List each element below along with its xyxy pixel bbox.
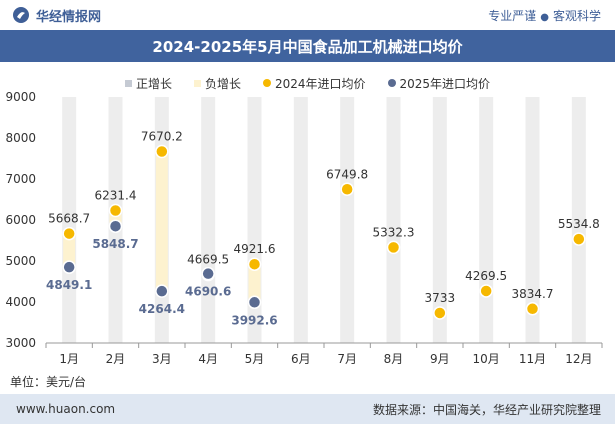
legend-swatch-positive [124,79,132,87]
data-label-2025: 5848.7 [92,237,138,251]
site-url: www.huaon.com [16,402,116,416]
unit-label: 单位：美元/台 [10,375,87,389]
data-source: 数据来源：中国海关，华经产业研究院整理 [372,402,601,417]
x-tick-label: 2月 [106,352,126,366]
data-label-2024: 5332.3 [373,225,415,239]
data-label-2024: 3733 [425,291,456,305]
legend-label-2025: 2025年进口均价 [399,76,491,91]
legend-swatch-2024 [262,79,271,87]
y-tick-label: 7000 [5,172,36,186]
data-label-2024: 4669.5 [187,253,229,267]
data-label-2025: 4690.6 [185,285,231,299]
point-2024 [155,144,169,159]
x-tick-label: 8月 [384,352,404,366]
column-band [571,97,586,343]
y-tick-label: 5000 [5,254,36,268]
point-2024 [572,232,586,246]
point-2024 [340,182,354,197]
data-label-2024: 3834.7 [512,287,554,301]
point-2024 [386,240,401,255]
y-tick-label: 6000 [5,213,36,227]
negative-growth-bar [248,264,261,303]
point-2024 [62,226,76,241]
column-band [386,97,401,343]
legend-swatch-negative [193,79,201,87]
point-2024 [479,284,493,298]
footer-bar: www.huaon.com 数据来源：中国海关，华经产业研究院整理 [0,394,615,424]
column-band [525,97,540,343]
header-bar: 华经情报网 专业严谨 ● 客观科学 [0,0,615,30]
legend-label-positive: 正增长 [135,76,172,91]
x-tick-label: 1月 [59,352,79,366]
point-2025 [62,260,76,274]
x-tick-label: 6月 [291,352,311,366]
legend-item-positive: 正增长 [124,75,172,92]
y-tick-label: 3000 [5,336,36,350]
legend-item-2025: 2025年进口均价 [387,75,491,92]
data-label-2025: 3992.6 [231,313,277,327]
x-tick-label: 4月 [198,352,218,366]
point-2025 [155,284,169,298]
data-label-2024: 7670.2 [141,130,183,144]
column-band [432,97,447,343]
data-label-2025: 4849.1 [46,278,92,292]
legend-swatch-2025 [387,79,396,87]
title-bar: 2024-2025年5月中国食品加工机械进口均价 [0,30,615,62]
x-tick-label: 10月 [473,352,500,366]
negative-growth-bar [63,233,76,268]
point-2024 [433,306,447,320]
point-2025 [247,295,262,310]
x-tick-label: 12月 [565,352,592,366]
legend-item-negative: 负增长 [193,75,241,92]
column-band [479,97,494,343]
data-label-2024: 4921.6 [234,242,276,256]
x-tick-label: 9月 [430,352,450,366]
point-2025 [108,219,123,233]
x-tick-label: 7月 [337,352,357,366]
column-band [340,97,355,343]
logo-icon [13,7,29,23]
point-2025 [201,266,215,281]
point-2024 [525,302,540,316]
x-tick-label: 3月 [152,352,172,366]
legend-label-2024: 2024年进口均价 [274,76,366,91]
legend: 正增长 负增长 2024年进口均价 2025年进口均价 [0,72,615,94]
column-band [201,97,216,343]
data-label-2024: 6231.4 [95,189,137,203]
brand: 华经情报网 [12,6,101,25]
x-tick-label: 5月 [245,352,265,366]
column-band [293,97,308,343]
data-label-2024: 4269.5 [465,269,507,283]
y-tick-label: 8000 [5,131,36,145]
legend-item-2024: 2024年进口均价 [262,75,366,92]
negative-growth-bar [155,151,168,292]
tagline-separator: ● [540,11,549,23]
column-band [62,97,77,343]
x-tick-label: 11月 [519,352,546,366]
brand-name: 华经情报网 [36,9,102,25]
point-2024 [108,203,123,218]
data-label-2024: 5668.7 [48,212,90,226]
data-label-2024: 6749.8 [326,167,368,181]
point-2024 [247,257,262,271]
tagline: 专业严谨 ● 客观科学 [488,7,601,24]
data-label-2025: 4264.4 [139,302,185,316]
chart-title: 2024-2025年5月中国食品加工机械进口均价 [152,37,463,56]
tagline-right: 客观科学 [552,8,601,23]
tagline-left: 专业严谨 [488,8,537,23]
y-tick-label: 4000 [5,295,36,309]
data-label-2024: 5534.8 [558,217,600,231]
legend-label-negative: 负增长 [204,76,241,91]
y-tick-label: 9000 [5,90,36,104]
